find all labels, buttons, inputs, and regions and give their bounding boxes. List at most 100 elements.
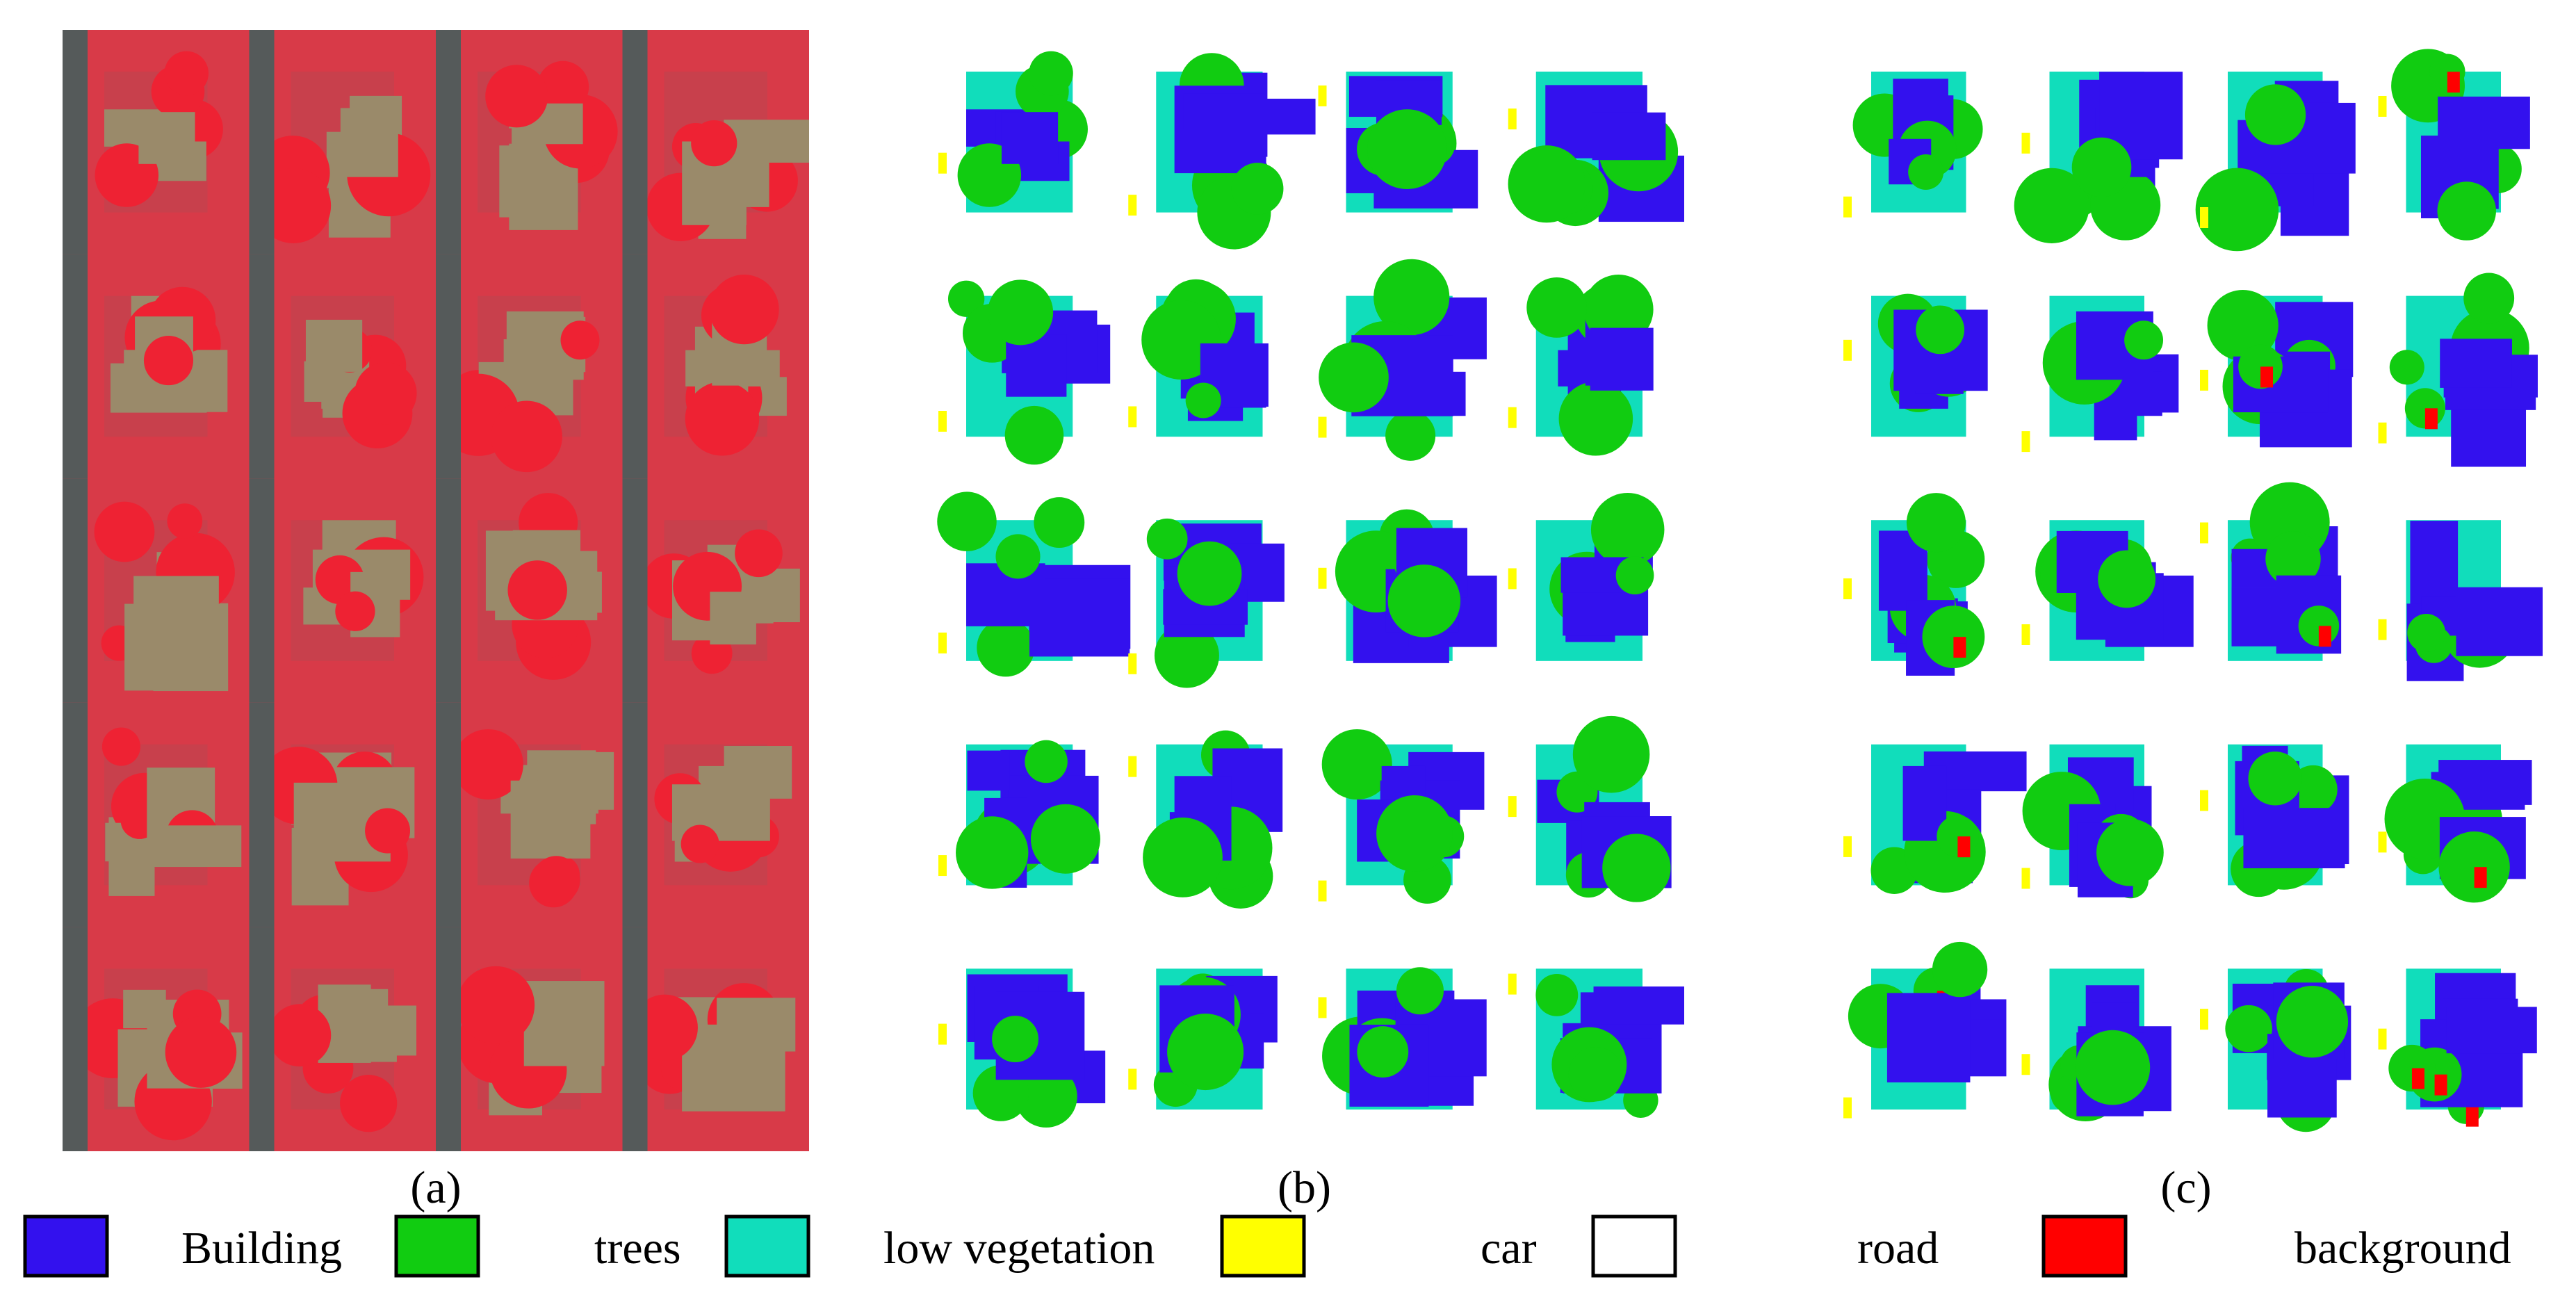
tree <box>1376 795 1453 872</box>
clutter <box>2424 408 2438 430</box>
tree <box>1319 342 1389 413</box>
tree <box>491 400 562 473</box>
clutter <box>2260 366 2274 388</box>
tree <box>2124 320 2164 360</box>
captions: (a) (b) (c) <box>410 1162 2211 1213</box>
tree <box>988 279 1054 346</box>
image-content <box>924 30 1684 1151</box>
car <box>938 410 947 432</box>
building <box>123 989 166 1029</box>
tree <box>1034 497 1085 549</box>
car <box>2378 831 2387 853</box>
car <box>938 152 947 174</box>
tree <box>1029 51 1073 96</box>
clutter <box>2318 626 2331 647</box>
car <box>2021 868 2030 889</box>
tree <box>101 727 140 766</box>
tree <box>1922 606 1985 669</box>
tree <box>685 382 760 456</box>
legend-swatch <box>1220 1214 1306 1278</box>
tree <box>2265 531 2321 587</box>
car <box>938 1023 947 1045</box>
building <box>2440 339 2512 388</box>
tree <box>1558 382 1633 456</box>
building <box>682 1024 785 1112</box>
tree <box>2207 290 2279 361</box>
car <box>1508 796 1517 818</box>
building <box>1592 112 1666 161</box>
tree <box>2098 550 2156 608</box>
car <box>2378 95 2387 117</box>
car <box>1318 880 1327 902</box>
car <box>1128 756 1137 777</box>
building <box>152 825 242 868</box>
building <box>1590 327 1654 391</box>
car <box>1843 196 1852 218</box>
tree <box>2014 168 2089 243</box>
tree <box>164 51 209 96</box>
street <box>622 702 648 927</box>
building <box>2446 1007 2537 1054</box>
tree <box>2071 137 2132 197</box>
tree <box>2407 613 2446 652</box>
tree <box>937 491 997 551</box>
tree <box>995 534 1041 579</box>
tree <box>2463 273 2515 324</box>
tree <box>1146 518 1188 560</box>
panels <box>63 30 2543 1151</box>
tree <box>680 824 719 863</box>
tree <box>2248 751 2302 806</box>
tree <box>255 168 332 243</box>
car <box>1318 567 1327 589</box>
car <box>2200 207 2208 229</box>
tree <box>2075 1030 2151 1105</box>
car <box>1843 339 1852 361</box>
street <box>436 478 461 703</box>
street <box>249 927 275 1151</box>
street <box>622 927 648 1151</box>
building <box>523 981 605 1066</box>
building <box>967 750 1010 791</box>
tree <box>560 320 600 360</box>
clutter <box>2447 72 2460 93</box>
car <box>2021 431 2030 453</box>
panel-caption: (a) <box>410 1162 461 1213</box>
car <box>1508 973 1517 995</box>
tree <box>1321 729 1392 800</box>
car <box>938 632 947 653</box>
street <box>249 30 275 254</box>
car <box>2378 619 2387 640</box>
tree <box>537 60 589 113</box>
tree <box>709 275 779 345</box>
street <box>63 478 88 703</box>
clutter <box>1957 836 1971 858</box>
street <box>249 254 275 479</box>
car <box>1508 568 1517 590</box>
tree <box>1916 305 1965 355</box>
car <box>1128 653 1137 674</box>
street <box>249 702 275 927</box>
clutter <box>2465 1105 2479 1127</box>
tree <box>2244 84 2306 145</box>
tree <box>457 966 535 1044</box>
building <box>1006 334 1067 397</box>
tree <box>1908 154 1944 190</box>
car <box>1128 195 1137 216</box>
building <box>1001 112 1059 164</box>
panel-image <box>63 30 809 1151</box>
tree <box>1583 275 1654 345</box>
tree <box>2437 181 2496 241</box>
building <box>305 319 363 372</box>
street <box>436 30 461 254</box>
car <box>2200 522 2208 544</box>
tree <box>2225 1005 2272 1053</box>
building <box>1593 986 1684 1025</box>
car <box>938 855 947 877</box>
street <box>622 254 648 479</box>
tree <box>1387 564 1461 637</box>
image-content <box>63 30 809 1151</box>
car <box>2200 1009 2208 1030</box>
building <box>2243 808 2345 868</box>
tree <box>1143 818 1223 897</box>
